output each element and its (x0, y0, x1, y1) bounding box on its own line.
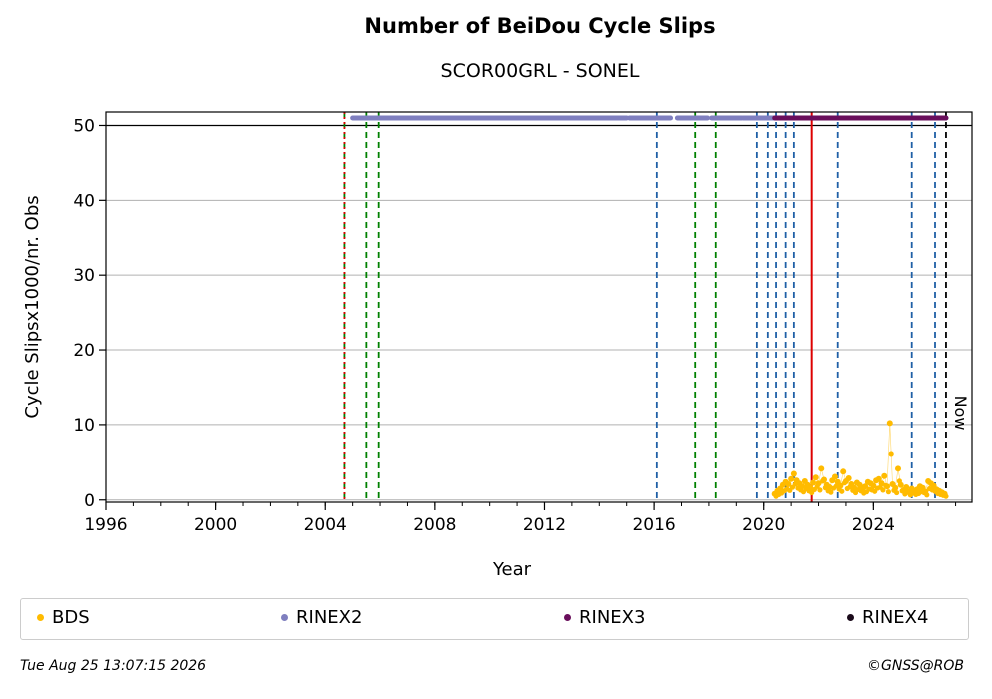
data-point-bds (924, 492, 930, 498)
y-tick-label: 20 (73, 341, 95, 361)
data-point-bds (788, 475, 795, 482)
data-point-bds (851, 484, 858, 491)
data-point-bds (892, 484, 899, 491)
legend-marker-bds (37, 614, 44, 621)
legend-label-bds: BDS (52, 607, 90, 628)
x-tick-label: 2012 (523, 515, 566, 535)
data-point-bds (818, 465, 825, 472)
x-tick-label: 2020 (742, 515, 785, 535)
data-point-bds (881, 472, 888, 479)
data-point-bds (862, 483, 869, 490)
x-axis-label: Year (492, 559, 532, 580)
x-tick-label: 2008 (413, 515, 456, 535)
data-point-bds (845, 475, 852, 482)
data-point-bds (888, 451, 894, 457)
data-point-bds (886, 420, 893, 427)
x-tick-label: 1996 (84, 515, 127, 535)
data-point-bds (840, 468, 847, 475)
data-point-bds (826, 484, 833, 491)
y-axis-label: Cycle Slipsx1000/nr. Obs (22, 195, 43, 418)
legend-marker-rinex2 (281, 614, 288, 621)
legend-item-rinex2: RINEX2 (281, 607, 362, 628)
legend-marker-rinex3 (564, 614, 571, 621)
footer-timestamp: Tue Aug 25 13:07:15 2026 (20, 658, 207, 674)
data-point-bds (880, 487, 886, 493)
data-point-bds (903, 484, 910, 491)
y-tick-label: 0 (84, 491, 95, 511)
footer-credit: ©GNSS@ROB (867, 658, 964, 674)
data-point-bds (894, 489, 900, 496)
data-point-bds (831, 473, 838, 480)
legend-label-rinex2: RINEX2 (296, 607, 363, 628)
data-point-bds (807, 484, 814, 491)
data-point-bds (828, 489, 834, 495)
data-point-bds (943, 493, 949, 499)
legend-marker-rinex4 (847, 614, 854, 621)
data-point-bds (817, 487, 823, 493)
data-point-bds (837, 482, 844, 489)
x-tick-label: 2000 (194, 515, 237, 535)
chart-canvas: 1996 2000 2004 2008 2012 2016 2020 2024 0 10 20 30 4… (22, 111, 973, 580)
legend-label-rinex4: RINEX4 (862, 607, 929, 628)
data-point-bds (790, 470, 797, 477)
legend-label-rinex3: RINEX3 (579, 607, 646, 628)
data-point-bds (821, 476, 828, 483)
legend-item-rinex4: RINEX4 (847, 607, 928, 628)
x-tick-label: 2024 (852, 515, 895, 535)
y-tick-label: 40 (73, 191, 95, 211)
chart-legend: BDS RINEX2 RINEX3 RINEX4 (20, 598, 969, 640)
y-tick-label: 50 (73, 116, 95, 136)
data-point-bds (812, 474, 819, 481)
data-point-bds (815, 480, 822, 487)
chart-subtitle: SCOR00GRL - SONEL (440, 60, 640, 82)
data-point-bds (799, 483, 806, 490)
x-tick-label: 2016 (632, 515, 675, 535)
now-label: Now (951, 396, 970, 431)
x-tick-label: 2004 (304, 515, 347, 535)
legend-item-rinex3: RINEX3 (564, 607, 645, 628)
y-tick-label: 30 (73, 266, 95, 286)
data-point-bds (870, 482, 877, 489)
data-point-bds (785, 481, 792, 488)
y-tick-label: 10 (73, 416, 95, 436)
data-point-bds (885, 489, 892, 495)
data-point-bds (810, 479, 817, 486)
data-point-bds (878, 480, 885, 487)
legend-item-bds: BDS (37, 607, 90, 628)
data-point-bds (897, 481, 904, 488)
data-point-bds (875, 475, 882, 482)
plot-frame (105, 111, 973, 503)
chart-title: Number of BeiDou Cycle Slips (364, 14, 716, 38)
data-point-bds (839, 488, 845, 494)
data-point-bds (884, 483, 891, 490)
data-point-bds (895, 465, 902, 472)
